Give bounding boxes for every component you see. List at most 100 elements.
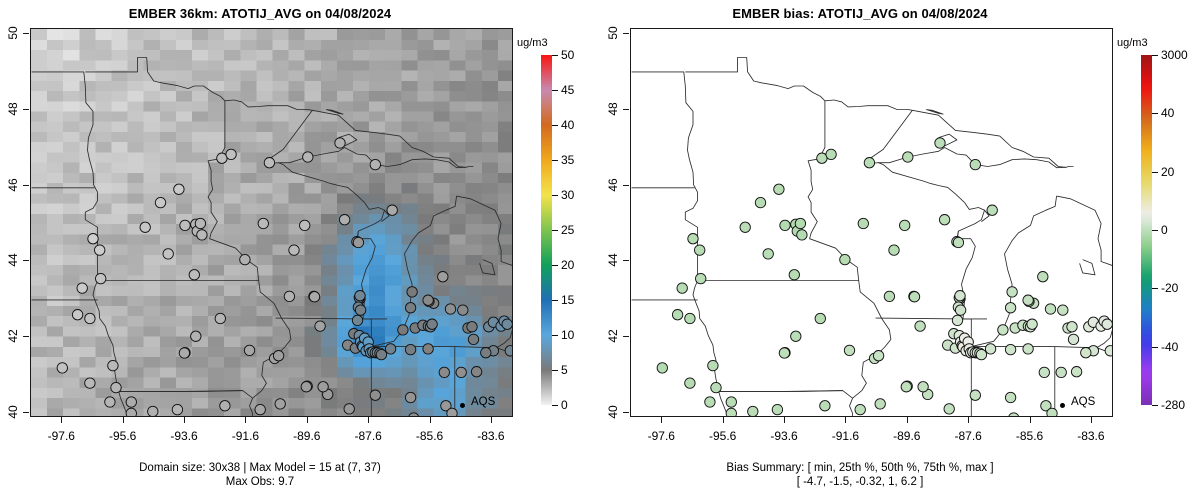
aqs-station-marker[interactable] [1038, 366, 1050, 379]
aqs-station-marker[interactable] [466, 321, 478, 333]
aqs-station-marker[interactable] [480, 347, 492, 359]
aqs-station-marker[interactable] [1067, 333, 1080, 346]
aqs-station-marker[interactable] [943, 403, 955, 415]
aqs-station-marker[interactable] [917, 381, 929, 393]
aqs-station-marker[interactable] [747, 405, 759, 416]
aqs-station-marker[interactable] [110, 381, 122, 394]
aqs-station-marker[interactable] [954, 290, 966, 302]
aqs-station-marker[interactable] [288, 244, 300, 256]
aqs-station-marker[interactable] [1004, 302, 1017, 314]
aqs-station-marker[interactable] [872, 350, 885, 362]
aqs-station-marker[interactable] [397, 324, 409, 336]
model-map-area[interactable] [30, 28, 513, 417]
aqs-station-marker[interactable] [263, 157, 276, 169]
aqs-station-marker[interactable] [773, 183, 785, 195]
aqs-station-marker[interactable] [225, 148, 237, 161]
aqs-station-marker[interactable] [684, 377, 696, 389]
aqs-station-marker[interactable] [404, 302, 417, 314]
aqs-station-marker[interactable] [501, 318, 512, 330]
aqs-station-marker[interactable] [354, 290, 366, 302]
aqs-station-marker[interactable] [504, 345, 513, 357]
aqs-station-marker[interactable] [351, 314, 364, 327]
aqs-station-marker[interactable] [343, 403, 355, 415]
aqs-station-marker[interactable] [656, 362, 668, 374]
aqs-station-marker[interactable] [796, 229, 808, 241]
aqs-station-marker[interactable] [317, 381, 329, 393]
aqs-station-marker[interactable] [951, 314, 964, 327]
aqs-station-marker[interactable] [1046, 407, 1058, 417]
aqs-station-marker[interactable] [194, 217, 207, 230]
aqs-station-marker[interactable] [455, 366, 467, 379]
aqs-station-marker[interactable] [94, 244, 106, 256]
aqs-station-marker[interactable] [354, 304, 367, 316]
aqs-station-marker[interactable] [794, 217, 807, 230]
aqs-station-marker[interactable] [814, 312, 826, 325]
aqs-station-marker[interactable] [178, 347, 191, 359]
aqs-station-marker[interactable] [771, 403, 784, 416]
aqs-station-marker[interactable] [408, 412, 419, 417]
aqs-station-marker[interactable] [710, 381, 722, 394]
aqs-station-marker[interactable] [87, 233, 99, 245]
aqs-station-marker[interactable] [725, 407, 737, 417]
aqs-station-marker[interactable] [386, 204, 398, 216]
aqs-station-marker[interactable] [352, 236, 365, 249]
aqs-station-marker[interactable] [426, 318, 438, 330]
aqs-station-marker[interactable] [778, 347, 791, 359]
aqs-station-marker[interactable] [338, 214, 351, 226]
aqs-station-marker[interactable] [839, 253, 851, 266]
aqs-station-marker[interactable] [1022, 294, 1034, 306]
aqs-station-marker[interactable] [1044, 303, 1057, 315]
aqs-station-marker[interactable] [1022, 343, 1034, 355]
aqs-station-marker[interactable] [147, 405, 159, 416]
aqs-station-marker[interactable] [56, 362, 68, 374]
aqs-station-marker[interactable] [437, 271, 449, 283]
aqs-station-marker[interactable] [1026, 318, 1038, 330]
aqs-station-marker[interactable] [1055, 366, 1067, 379]
aqs-station-marker[interactable] [446, 407, 458, 417]
aqs-station-marker[interactable] [243, 344, 256, 357]
aqs-station-marker[interactable] [171, 403, 184, 416]
aqs-station-marker[interactable] [107, 359, 119, 372]
aqs-station-marker[interactable] [969, 389, 981, 401]
aqs-station-marker[interactable] [422, 343, 434, 355]
aqs-station-marker[interactable] [384, 343, 397, 355]
aqs-station-marker[interactable] [406, 286, 418, 298]
aqs-station-marker[interactable] [975, 348, 988, 361]
aqs-station-marker[interactable] [308, 291, 321, 303]
aqs-station-marker[interactable] [179, 219, 191, 232]
aqs-station-marker[interactable] [196, 229, 208, 241]
aqs-station-marker[interactable] [863, 157, 876, 169]
aqs-station-marker[interactable] [914, 320, 926, 332]
aqs-station-marker[interactable] [902, 151, 914, 163]
aqs-station-marker[interactable] [104, 396, 116, 408]
aqs-station-marker[interactable] [819, 400, 831, 412]
aqs-station-marker[interactable] [997, 324, 1009, 336]
aqs-station-marker[interactable] [300, 381, 312, 393]
aqs-station-marker[interactable] [938, 214, 951, 226]
aqs-station-marker[interactable] [214, 312, 226, 325]
aqs-station-marker[interactable] [843, 344, 856, 357]
aqs-station-marker[interactable] [790, 330, 802, 342]
aqs-station-marker[interactable] [71, 309, 84, 321]
aqs-station-marker[interactable] [671, 309, 684, 321]
aqs-station-marker[interactable] [954, 304, 967, 316]
aqs-station-marker[interactable] [934, 137, 946, 149]
aqs-station-marker[interactable] [1008, 412, 1019, 417]
aqs-station-marker[interactable] [440, 400, 452, 412]
aqs-station-marker[interactable] [788, 269, 800, 281]
aqs-station-marker[interactable] [695, 272, 707, 285]
aqs-station-marker[interactable] [302, 151, 314, 163]
aqs-station-marker[interactable] [369, 389, 381, 401]
bias-aqs-stations[interactable] [656, 137, 1113, 417]
aqs-station-marker[interactable] [375, 348, 388, 361]
aqs-station-marker[interactable] [314, 320, 326, 332]
aqs-station-marker[interactable] [754, 196, 767, 209]
aqs-station-marker[interactable] [1037, 271, 1049, 283]
aqs-station-marker[interactable] [438, 366, 450, 379]
aqs-station-marker[interactable] [254, 403, 266, 416]
aqs-station-marker[interactable] [684, 312, 696, 325]
aqs-station-marker[interactable] [76, 282, 88, 294]
aqs-station-marker[interactable] [908, 291, 921, 303]
aqs-station-marker[interactable] [694, 244, 706, 256]
aqs-station-marker[interactable] [467, 333, 480, 346]
